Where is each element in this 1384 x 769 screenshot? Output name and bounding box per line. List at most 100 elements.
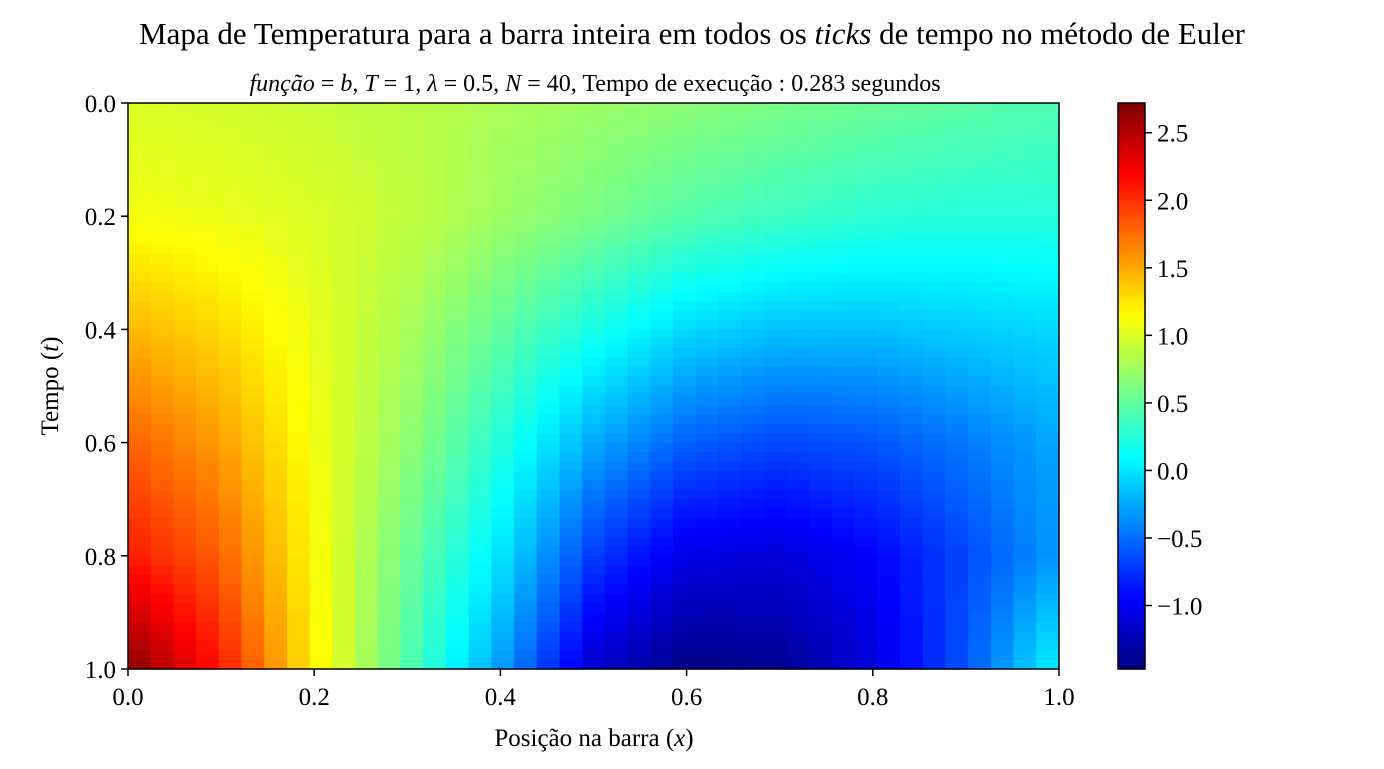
heatmap-cell [627,357,651,368]
heatmap-cell [400,291,424,302]
heatmap-cell [377,291,402,302]
heatmap-cell [559,461,583,472]
heatmap-cell [990,244,1015,255]
heatmap-cell [763,376,788,387]
heatmap-cell [672,631,697,642]
heatmap-cell [854,338,878,349]
heatmap-cell [672,461,697,472]
colorbar-step [1118,578,1145,582]
heatmap-cell [150,555,175,566]
heatmap-cell [309,565,333,576]
heatmap-cell [196,301,220,312]
heatmap-cell [150,244,175,255]
heatmap-cell [990,433,1015,444]
heatmap-cell [922,565,947,576]
heatmap-cell [877,395,901,406]
heatmap-cell [877,593,901,604]
heatmap-cell [900,480,924,491]
heatmap-cell [150,150,175,161]
heatmap-cell [286,301,311,312]
heatmap-cell [968,169,992,180]
heatmap-cell [582,612,606,623]
heatmap-cell [309,461,333,472]
heatmap-cell [786,348,810,359]
heatmap-cell [309,659,333,670]
heatmap-cell [1013,546,1037,557]
heatmap-cell [741,216,765,227]
heatmap-cell [831,527,856,538]
heatmap-cell [718,169,742,180]
heatmap-cell [264,499,288,510]
heatmap-cell [423,367,447,378]
heatmap-cell [423,461,447,472]
heatmap-cell [536,433,561,444]
heatmap-cell [468,442,492,453]
heatmap-cell [968,367,992,378]
heatmap-cell [309,584,333,595]
heatmap-cell [741,650,765,661]
heatmap-cell [627,216,651,227]
heatmap-cell [332,612,356,623]
heatmap-cell [672,414,697,425]
colorbar-step [1118,629,1145,633]
heatmap-cell [218,131,243,142]
heatmap-cell [536,414,561,425]
heatmap-cell [695,282,719,293]
heatmap-cell [309,291,333,302]
heatmap-cell [150,433,175,444]
heatmap-cell [900,103,924,114]
heatmap-cell [763,602,788,613]
heatmap-cell [650,489,674,500]
heatmap-cell [831,291,856,302]
heatmap-cell [264,508,288,519]
colorbar-step [1118,118,1145,122]
heatmap-cell [241,367,265,378]
heatmap-cell [809,159,833,170]
heatmap-cell [355,140,379,151]
heatmap-cell [264,263,288,274]
heatmap-cell [196,659,220,670]
heatmap-cell [582,499,606,510]
heatmap-cell [264,470,288,481]
heatmap-cell [1036,291,1060,302]
heatmap-cell [491,414,515,425]
heatmap-cell [332,404,356,415]
heatmap-cell [559,508,583,519]
heatmap-cell [741,593,765,604]
heatmap-cell [286,244,311,255]
heatmap-cell [468,169,492,180]
heatmap-cell [514,235,538,246]
heatmap-cell [627,423,651,434]
heatmap-cell [536,461,561,472]
heatmap-cell [173,527,197,538]
heatmap-cell [286,574,311,585]
heatmap-cell [604,159,629,170]
heatmap-cell [877,112,901,123]
heatmap-cell [445,414,470,425]
heatmap-cell [627,404,651,415]
heatmap-cell [650,338,674,349]
heatmap-cell [1036,461,1060,472]
heatmap-cell [264,659,288,670]
heatmap-cell [718,536,742,547]
heatmap-cell [491,621,515,632]
colorbar-step [1118,107,1145,111]
heatmap-cell [831,640,856,651]
heatmap-cell [763,565,788,576]
heatmap-cell [241,621,265,632]
heatmap-cell [559,357,583,368]
heatmap-cell [945,414,969,425]
heatmap-cell [468,499,492,510]
heatmap-cell [559,235,583,246]
heatmap-cell [445,536,470,547]
heatmap-cell [763,225,788,236]
heatmap-cell [150,329,175,340]
heatmap-cell [854,103,878,114]
heatmap-cell [514,470,538,481]
heatmap-cell [445,546,470,557]
heatmap-cell [650,640,674,651]
heatmap-cell [809,574,833,585]
heatmap-cell [695,319,719,330]
heatmap-cell [968,301,992,312]
heatmap-cell [514,386,538,397]
